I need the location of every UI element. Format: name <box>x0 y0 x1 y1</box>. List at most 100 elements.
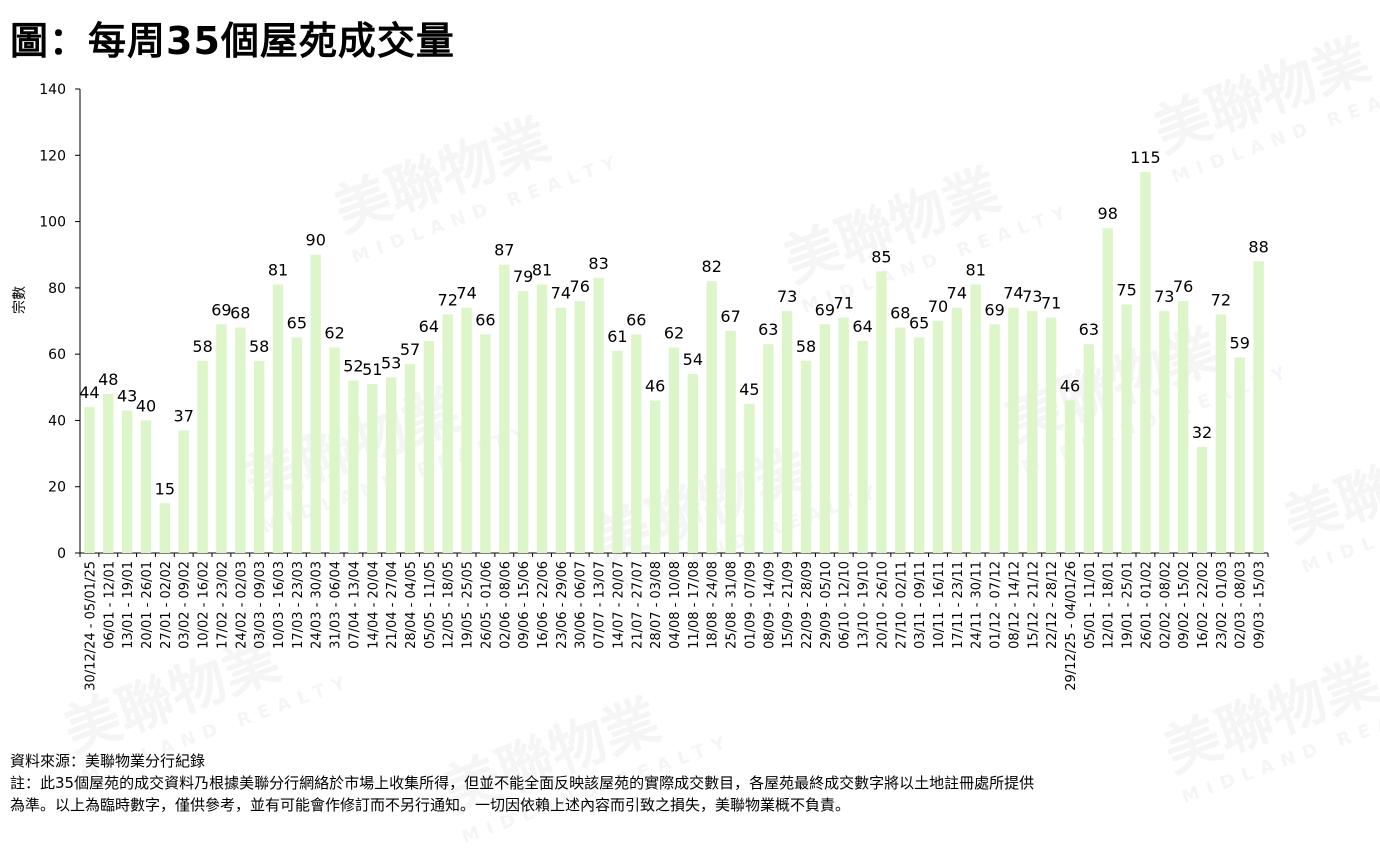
x-tick-label: 22/09 - 28/09 <box>800 561 815 649</box>
bar <box>895 327 906 553</box>
bar <box>1008 307 1019 553</box>
bar <box>310 254 321 553</box>
y-tick-label: 40 <box>48 413 66 429</box>
x-tick-label: 27/10 - 02/11 <box>894 561 909 649</box>
x-tick-label: 09/03 - 15/03 <box>1253 561 1268 649</box>
data-label: 59 <box>1230 333 1250 352</box>
bar <box>536 284 548 553</box>
data-label: 54 <box>683 350 703 369</box>
bar <box>1159 311 1170 553</box>
data-label: 57 <box>400 340 420 359</box>
bar <box>291 337 303 553</box>
x-tick-label: 17/02 - 23/02 <box>215 561 230 649</box>
bar <box>216 324 227 553</box>
data-label: 81 <box>532 261 552 280</box>
x-tick-label: 15/12 - 21/12 <box>1026 561 1041 649</box>
bar <box>253 360 265 553</box>
x-tick-label: 03/11 - 09/11 <box>913 561 928 649</box>
data-label: 74 <box>456 284 476 303</box>
source-text: 資料來源：美聯物業分行紀錄 <box>10 752 206 770</box>
x-tick-label: 24/02 - 02/03 <box>234 561 249 649</box>
data-label: 98 <box>1098 204 1118 223</box>
x-tick-label: 17/11 - 23/11 <box>951 561 966 649</box>
x-tick-label: 25/08 - 31/08 <box>725 561 740 649</box>
bar <box>687 374 699 553</box>
data-label: 53 <box>381 353 401 372</box>
x-tick-label: 04/08 - 10/08 <box>668 561 683 649</box>
data-label: 67 <box>720 307 740 326</box>
bar <box>159 503 171 553</box>
x-tick-label: 19/01 - 25/01 <box>1121 561 1136 649</box>
bar <box>1121 304 1132 553</box>
note-text-line2: 為準。以上為臨時數字，僅供參考，並有可能會作修訂而不另行通知。一切因依賴上述內容… <box>10 796 851 814</box>
x-tick-label: 16/06 - 22/06 <box>536 561 551 649</box>
x-tick-label: 08/09 - 14/09 <box>762 561 777 649</box>
bar <box>781 311 793 553</box>
bar <box>197 360 208 553</box>
data-label: 37 <box>174 406 194 425</box>
bar <box>423 340 435 553</box>
x-tick-label: 02/03 - 08/03 <box>1234 561 1249 649</box>
data-label: 87 <box>494 241 514 260</box>
data-labels-group: 4448434015375869685881659062525153576472… <box>79 148 1269 498</box>
x-tick-label: 28/04 - 04/05 <box>404 561 419 649</box>
data-label: 73 <box>1154 287 1174 306</box>
bar <box>1253 261 1264 553</box>
data-label: 74 <box>947 284 967 303</box>
x-tick-label: 08/12 - 14/12 <box>1007 561 1022 649</box>
x-tick-label: 03/02 - 09/02 <box>178 561 193 649</box>
x-tick-label: 28/07 - 03/08 <box>649 561 664 649</box>
data-label: 73 <box>1022 287 1042 306</box>
bar <box>84 407 95 553</box>
data-label: 52 <box>343 357 363 376</box>
x-tick-label: 17/03 - 23/03 <box>291 561 306 649</box>
bar <box>517 291 529 553</box>
data-label: 64 <box>852 317 872 336</box>
x-tick-label: 10/03 - 16/03 <box>272 561 287 649</box>
data-label: 61 <box>607 327 627 346</box>
bar <box>1234 357 1245 553</box>
y-axis-label: 宗數 <box>12 286 28 314</box>
bar <box>913 337 925 553</box>
x-tick-label: 24/03 - 30/03 <box>310 561 325 649</box>
data-label: 74 <box>551 284 571 303</box>
x-tick-label: 07/04 - 13/04 <box>347 561 362 649</box>
data-label: 40 <box>136 396 156 415</box>
x-tick-label: 06/10 - 12/10 <box>838 561 853 649</box>
bar <box>574 301 585 553</box>
bar <box>499 264 510 553</box>
bar <box>555 307 567 553</box>
x-tick-label: 26/01 - 01/02 <box>1139 561 1154 649</box>
bar <box>668 347 680 553</box>
data-label: 81 <box>966 261 986 280</box>
x-axis <box>79 552 1269 557</box>
bar <box>442 314 453 553</box>
y-tick-label: 20 <box>48 480 66 496</box>
x-tick-label: 29/12/25 - 04/01/26 <box>1064 561 1079 691</box>
x-tick-label: 26/05 - 01/06 <box>479 561 494 649</box>
bar <box>1083 344 1095 553</box>
bar <box>932 321 944 553</box>
bar <box>1045 317 1057 553</box>
x-tick-label: 07/07 - 13/07 <box>593 561 608 649</box>
data-label: 62 <box>324 324 344 343</box>
data-label: 62 <box>664 324 684 343</box>
data-label: 64 <box>419 317 439 336</box>
x-tick-label: 11/08 - 17/08 <box>687 561 702 649</box>
y-tick-label: 100 <box>39 215 66 231</box>
y-axis: 0 20 40 60 80 100 120 140 <box>39 82 81 562</box>
data-label: 63 <box>1079 320 1099 339</box>
x-tick-label: 30/06 - 06/07 <box>574 561 589 649</box>
bar <box>800 360 812 553</box>
note-text-line1: 註：此35個屋苑的成交資料乃根據美聯分行網絡於市場上收集所得，但並不能全面反映該… <box>10 774 1035 792</box>
bar <box>744 403 755 553</box>
data-label: 58 <box>796 337 816 356</box>
data-label: 65 <box>909 314 929 333</box>
x-tick-label: 13/01 - 19/01 <box>121 561 136 649</box>
data-label: 51 <box>362 360 382 379</box>
data-label: 115 <box>1130 148 1161 167</box>
x-tick-label: 23/02 - 01/03 <box>1215 561 1230 649</box>
data-label: 63 <box>758 320 778 339</box>
data-label: 69 <box>815 300 835 319</box>
